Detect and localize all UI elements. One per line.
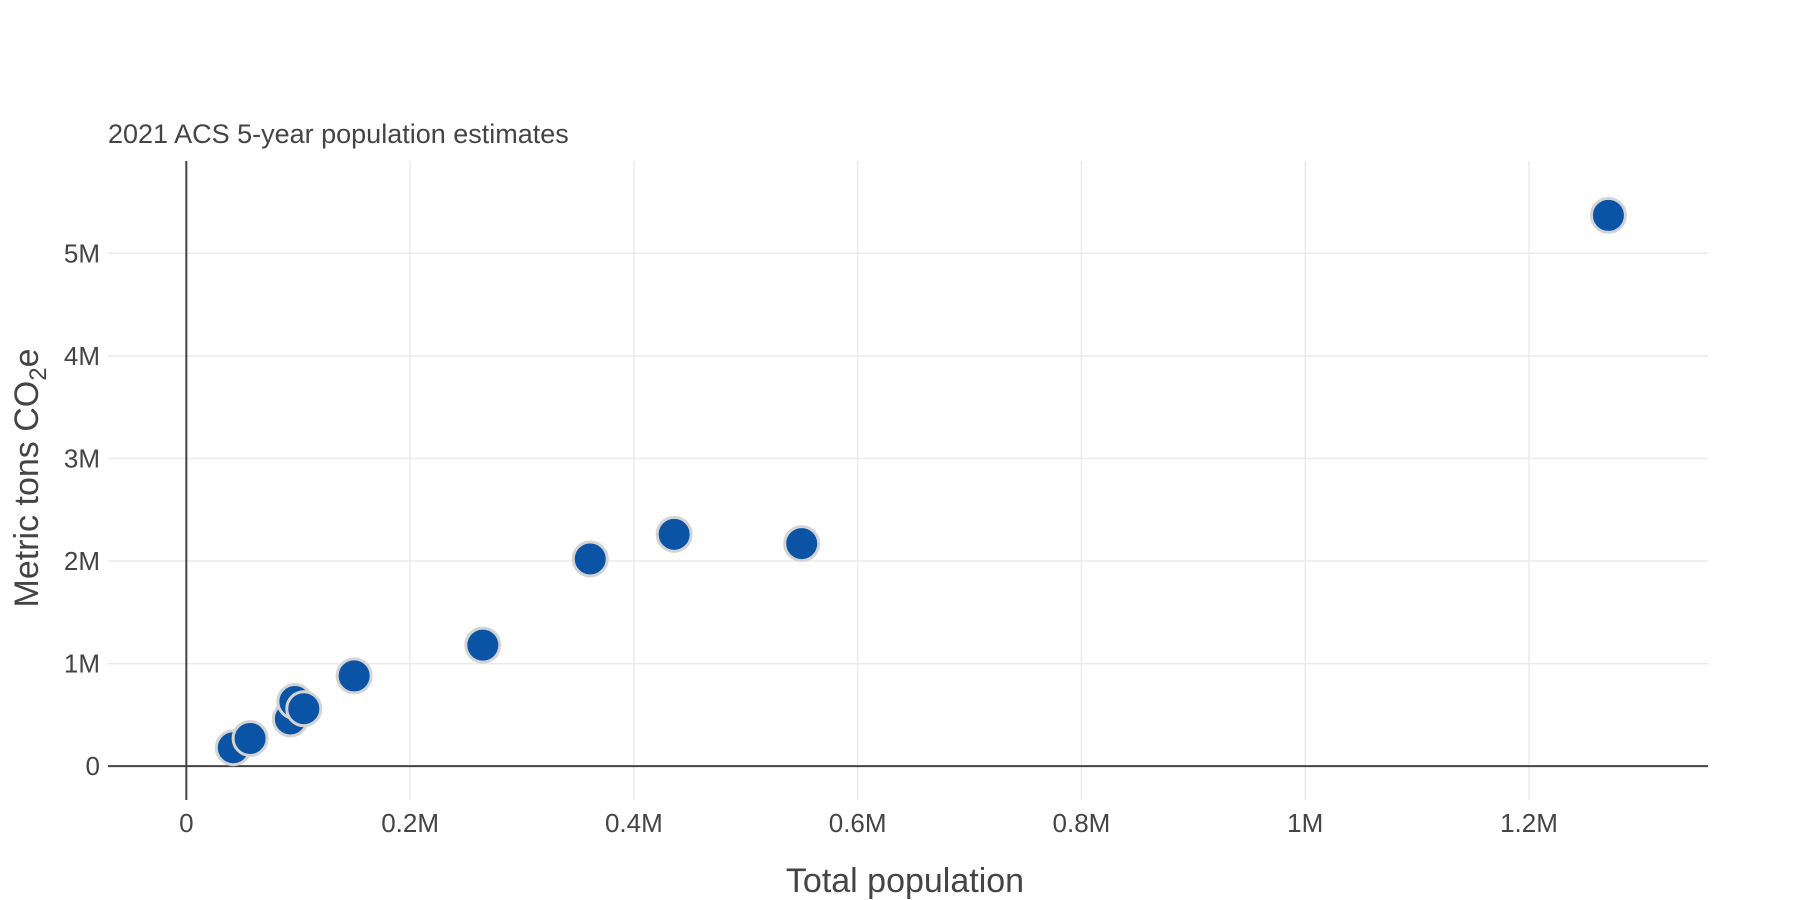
y-axis-title: Metric tons CO2e xyxy=(8,349,52,608)
y-tick-label: 5M xyxy=(64,238,100,268)
data-point[interactable] xyxy=(285,690,323,728)
x-tick-label: 1.2M xyxy=(1500,808,1558,838)
x-axis-title: Total population xyxy=(786,862,1024,900)
x-tick-label: 0.4M xyxy=(605,808,663,838)
x-tick-label: 0.2M xyxy=(381,808,439,838)
y-tick-label: 1M xyxy=(64,649,100,679)
axes xyxy=(108,161,1708,800)
x-tick-label: 0.6M xyxy=(829,808,887,838)
y-tick-label: 3M xyxy=(64,443,100,473)
data-point[interactable] xyxy=(231,719,269,757)
data-points xyxy=(214,196,1627,767)
y-axis-title-suffix: e xyxy=(8,349,46,368)
y-axis-title-subscript: 2 xyxy=(25,367,52,380)
y-tick-label: 4M xyxy=(64,341,100,371)
chart-subtitle: 2021 ACS 5-year population estimates xyxy=(108,119,569,149)
y-tick-label: 2M xyxy=(64,546,100,576)
y-tick-labels: 0 1M 2M 3M 4M 5M xyxy=(64,238,100,781)
x-tick-labels: 0 0.2M 0.4M 0.6M 0.8M 1M 1.2M xyxy=(179,808,1558,838)
data-point[interactable] xyxy=(464,626,502,664)
data-point[interactable] xyxy=(335,657,373,695)
x-tick-label: 0.8M xyxy=(1053,808,1111,838)
y-tick-label: 0 xyxy=(86,751,100,781)
x-tick-label: 1M xyxy=(1287,808,1323,838)
data-point[interactable] xyxy=(571,540,609,578)
x-tick-label: 0 xyxy=(179,808,193,838)
data-point[interactable] xyxy=(783,525,821,563)
gridlines xyxy=(108,161,1708,800)
y-axis-title-main: Metric tons CO xyxy=(8,381,46,608)
data-point[interactable] xyxy=(655,515,693,553)
data-point[interactable] xyxy=(1589,196,1627,234)
